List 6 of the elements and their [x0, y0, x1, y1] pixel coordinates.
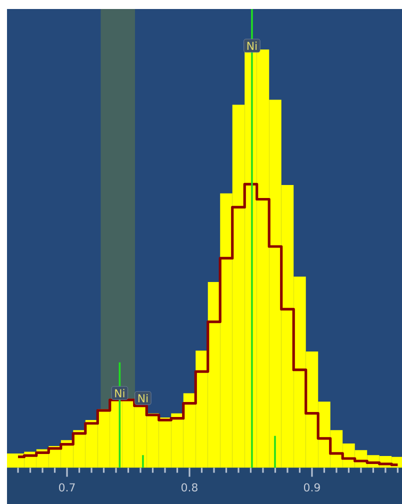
- annotation: Ni: [138, 394, 148, 402]
- ref-line-label: Ni: [247, 42, 257, 50]
- x-tick-label: 0.7: [59, 483, 75, 492]
- x-tick-label: 0.8: [182, 483, 198, 492]
- annotation: Ni: [115, 388, 124, 398]
- x-tick-label: 0.9: [304, 483, 320, 492]
